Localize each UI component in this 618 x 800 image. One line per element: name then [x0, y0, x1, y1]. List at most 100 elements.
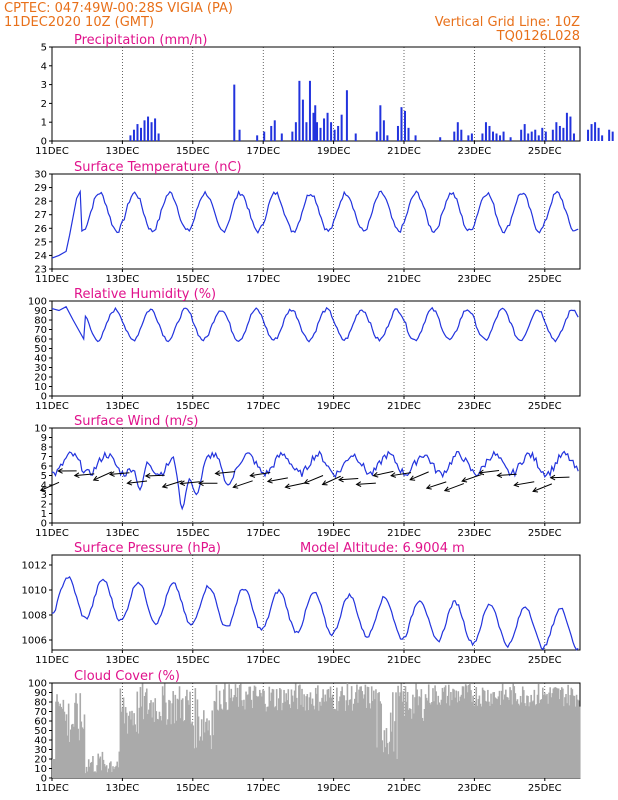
cloud-bar — [153, 721, 155, 778]
cloud-bar — [395, 692, 397, 778]
cloud-bar — [477, 699, 480, 778]
cloud-bar — [145, 688, 148, 778]
cloud-bar — [338, 701, 340, 778]
cloud-bar — [211, 710, 214, 778]
cloud-bar — [244, 709, 246, 778]
panel-title: Surface Pressure (hPa) — [74, 541, 221, 556]
cloud-bar — [489, 705, 491, 778]
x-tick-label: 25DEC — [528, 528, 562, 539]
precip-bar — [305, 122, 308, 141]
wind-arrow-head — [461, 477, 468, 483]
cloud-bar — [554, 687, 557, 778]
cloud-bar — [188, 704, 190, 778]
cloud-bar — [213, 700, 216, 778]
cloud-bar — [179, 718, 182, 778]
precip-bar — [572, 133, 575, 141]
cloud-bar — [408, 708, 411, 778]
precip-bar — [530, 131, 533, 141]
y-tick-label: 100 — [28, 679, 47, 690]
cloud-bar — [532, 700, 535, 778]
cloud-bar — [436, 704, 438, 778]
cloud-bar — [525, 705, 527, 778]
wind-arrow — [127, 480, 148, 484]
cloud-bar — [59, 703, 61, 778]
wind-arrow — [373, 470, 394, 477]
cloud-bar — [562, 688, 564, 778]
precip-bar — [453, 131, 456, 141]
precip-bar — [565, 112, 568, 141]
wind-arrow — [215, 471, 236, 475]
cloud-bar — [404, 686, 407, 778]
cloud-bar — [577, 700, 580, 778]
wind-arrow — [514, 481, 535, 486]
cloud-bar — [212, 735, 215, 778]
cloud-bar — [136, 691, 139, 778]
cloud-bar — [385, 728, 388, 778]
cloud-bar — [510, 690, 512, 778]
x-tick-label: 19DEC — [317, 528, 351, 539]
cloud-bar — [420, 689, 423, 778]
precip-bar — [340, 114, 343, 141]
cloud-bar — [508, 699, 510, 778]
cloud-bar — [163, 683, 166, 778]
y-tick-label: 0 — [41, 519, 47, 530]
cloud-bar — [109, 762, 111, 778]
cloud-bar — [308, 697, 311, 778]
precip-bar — [132, 129, 135, 141]
y-tick-label: 9 — [41, 433, 47, 444]
precip-bar — [414, 135, 417, 141]
precip-bar — [294, 122, 297, 141]
cloud-bar — [80, 721, 83, 778]
cloud-bar — [265, 711, 267, 778]
precip-bar — [527, 133, 530, 141]
wind-arrow-head — [337, 476, 344, 483]
cloud-bar — [253, 685, 256, 778]
cloud-bar — [470, 690, 472, 778]
wind-arrow — [444, 483, 465, 492]
y-tick-label: 27 — [34, 210, 47, 221]
x-tick-label: 23DEC — [458, 783, 492, 794]
cloud-bar — [486, 701, 488, 778]
precip-bar — [273, 120, 276, 141]
cloud-bar — [196, 699, 199, 778]
cloud-bar — [386, 743, 389, 778]
cloud-bar — [445, 703, 448, 778]
cloud-bar — [284, 701, 286, 778]
cloud-bar — [347, 705, 350, 778]
cloud-bar — [370, 686, 373, 778]
cloud-bar — [521, 686, 524, 778]
cloud-bar — [81, 727, 84, 778]
x-tick-label: 19DEC — [317, 146, 351, 157]
wind-arrow-head — [409, 475, 416, 481]
cloud-bar — [282, 702, 284, 778]
cloud-bar — [416, 689, 418, 778]
precip-bar — [337, 125, 340, 141]
y-tick-label: 100 — [28, 297, 47, 308]
cloud-bar — [342, 695, 344, 778]
cloud-bar — [140, 706, 143, 778]
cloud-bar — [468, 684, 470, 778]
cloud-bar — [288, 704, 291, 778]
x-tick-label: 13DEC — [106, 401, 140, 412]
cloud-bar — [207, 730, 209, 778]
cloud-bar — [484, 700, 487, 778]
cloud-bar — [550, 697, 553, 778]
cloud-bar — [394, 721, 396, 778]
cloud-bar — [418, 696, 421, 778]
cloud-bar — [106, 772, 109, 778]
cloud-bar — [190, 723, 192, 778]
cloud-bar — [97, 753, 100, 778]
cloud-bar — [318, 710, 320, 778]
cloud-bar — [460, 694, 463, 778]
cloud-bar — [317, 685, 319, 778]
precip-bar — [270, 125, 273, 141]
cloud-bar — [84, 773, 87, 778]
cloud-bar — [417, 705, 419, 778]
x-tick-label: 11DEC — [35, 146, 69, 157]
precip-bar — [492, 131, 494, 141]
wind-arrow-head — [303, 478, 310, 485]
cloud-bar — [258, 689, 261, 778]
cloud-bar — [559, 689, 562, 778]
cloud-bar — [399, 692, 402, 778]
cloud-bar — [539, 699, 542, 778]
